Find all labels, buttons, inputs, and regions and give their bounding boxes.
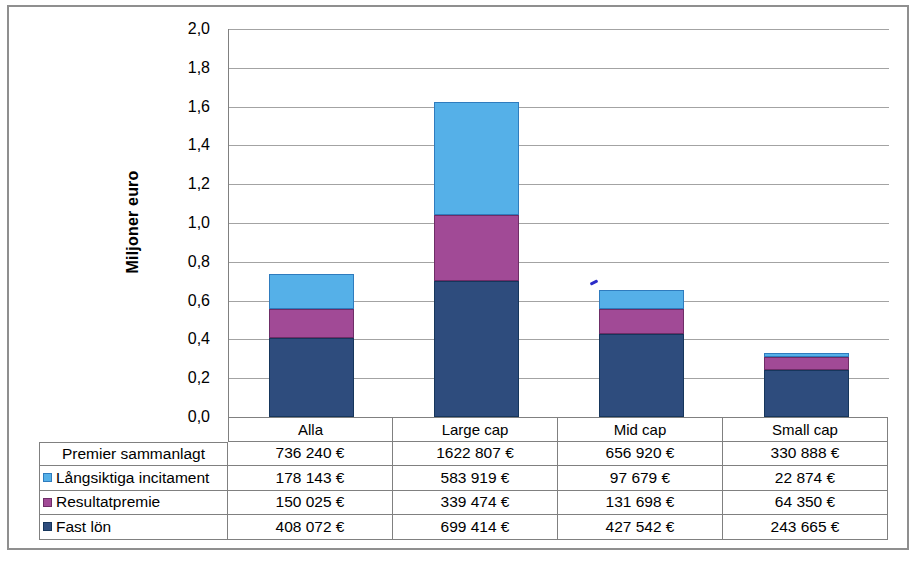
gridline bbox=[229, 184, 889, 185]
legend-swatch-langsiktiga-incitament bbox=[43, 473, 52, 482]
table-cell: 64 350 € bbox=[723, 491, 888, 516]
y-axis-tick-label: 1,2 bbox=[148, 175, 210, 193]
gridline bbox=[229, 68, 889, 69]
bar-segment-fast-lon-large-cap bbox=[434, 281, 519, 417]
table-row-label: Långsiktiga incitament bbox=[39, 466, 228, 491]
y-axis-title: Miljoner euro bbox=[124, 122, 144, 322]
table-cell: 656 920 € bbox=[558, 442, 723, 467]
table-cell: 243 665 € bbox=[723, 515, 888, 540]
y-axis-tick-label: 1,8 bbox=[148, 59, 210, 77]
category-label-mid-cap: Mid cap bbox=[558, 417, 723, 442]
table-cell: 22 874 € bbox=[723, 466, 888, 491]
bar-segment-langsiktiga-incitament-large-cap bbox=[434, 102, 519, 215]
table-row-langsiktiga-incitament: Långsiktiga incitament 178 143 € 583 919… bbox=[39, 466, 888, 491]
bar-segment-fast-lon-small-cap bbox=[764, 370, 849, 417]
table-row-premier-sammanlagt: Premier sammanlagt 736 240 € 1622 807 € … bbox=[39, 442, 888, 467]
y-axis-tick-label: 1,0 bbox=[148, 214, 210, 232]
legend-label: Långsiktiga incitament bbox=[56, 469, 209, 487]
bar-segment-langsiktiga-incitament-mid-cap bbox=[599, 290, 684, 309]
table-row-fast-lon: Fast lön 408 072 € 699 414 € 427 542 € 2… bbox=[39, 515, 888, 540]
table-row-label: Premier sammanlagt bbox=[39, 442, 228, 467]
legend-swatch-resultatpremie bbox=[43, 498, 52, 507]
category-label-alla: Alla bbox=[228, 417, 393, 442]
table-cell: 736 240 € bbox=[228, 442, 393, 467]
bar-segment-fast-lon-alla bbox=[269, 338, 354, 417]
legend-label: Resultatpremie bbox=[56, 493, 160, 511]
gridline bbox=[229, 29, 889, 30]
gridline bbox=[229, 107, 889, 108]
bar-segment-langsiktiga-incitament-small-cap bbox=[764, 353, 849, 357]
table-cell: 427 542 € bbox=[558, 515, 723, 540]
plot-area bbox=[228, 29, 888, 417]
y-axis-tick-label: 0,4 bbox=[148, 330, 210, 348]
bar-segment-resultatpremie-alla bbox=[269, 309, 354, 338]
table-cell: 1622 807 € bbox=[393, 442, 558, 467]
bar-segment-resultatpremie-large-cap bbox=[434, 215, 519, 281]
table-cell: 339 474 € bbox=[393, 491, 558, 516]
y-axis-tick-label: 1,6 bbox=[148, 98, 210, 116]
gridline bbox=[229, 145, 889, 146]
gridline bbox=[229, 262, 889, 263]
y-axis-tick-label: 1,4 bbox=[148, 136, 210, 154]
table-cell: 408 072 € bbox=[228, 515, 393, 540]
table-cell: 330 888 € bbox=[723, 442, 888, 467]
table-row-label: Fast lön bbox=[39, 515, 228, 540]
category-label-large-cap: Large cap bbox=[393, 417, 558, 442]
table-cell: 150 025 € bbox=[228, 491, 393, 516]
legend-swatch-fast-lon bbox=[43, 522, 52, 531]
table-cell: 97 679 € bbox=[558, 466, 723, 491]
bar-segment-resultatpremie-mid-cap bbox=[599, 309, 684, 335]
bar-segment-langsiktiga-incitament-alla bbox=[269, 274, 354, 309]
gridline bbox=[229, 223, 889, 224]
table-row-label: Resultatpremie bbox=[39, 491, 228, 516]
table-cell: 178 143 € bbox=[228, 466, 393, 491]
bar-segment-fast-lon-mid-cap bbox=[599, 334, 684, 417]
category-header-row: Alla Large cap Mid cap Small cap bbox=[39, 417, 888, 442]
chart-canvas: Miljoner euro 0,00,20,40,60,81,01,21,41,… bbox=[0, 0, 920, 561]
y-axis-tick-label: 0,8 bbox=[148, 253, 210, 271]
y-axis-tick-label: 2,0 bbox=[148, 20, 210, 38]
bar-segment-resultatpremie-small-cap bbox=[764, 357, 849, 369]
table-cell: 699 414 € bbox=[393, 515, 558, 540]
data-table: Alla Large cap Mid cap Small cap Premier… bbox=[39, 417, 888, 540]
y-axis-tick-label: 0,2 bbox=[148, 369, 210, 387]
legend-label: Fast lön bbox=[56, 518, 111, 536]
y-axis-tick-label: 0,6 bbox=[148, 292, 210, 310]
table-cell: 131 698 € bbox=[558, 491, 723, 516]
table-row-resultatpremie: Resultatpremie 150 025 € 339 474 € 131 6… bbox=[39, 491, 888, 516]
table-cell: 583 919 € bbox=[393, 466, 558, 491]
table-corner-spacer bbox=[39, 417, 228, 442]
category-label-small-cap: Small cap bbox=[723, 417, 888, 442]
